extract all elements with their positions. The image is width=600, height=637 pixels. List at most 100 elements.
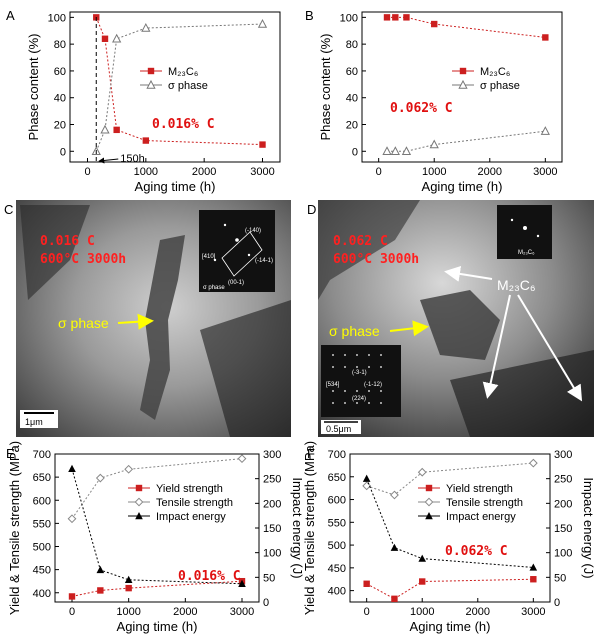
data-point [390, 543, 399, 551]
sigma-phase-particle [420, 290, 500, 360]
y-axis-label: Yield & Tensile strength (MPa) [7, 441, 22, 615]
y-axis-label: Yield & Tensile strength (MPa) [302, 441, 317, 615]
panel-d: D M₂₃C₆ (-3-1) [534] (-1-12) (224) 0.062… [307, 200, 594, 437]
y2-tick-label: 200 [263, 498, 281, 510]
x-axis-label: Aging time (h) [410, 619, 491, 634]
y2-tick-label: 300 [554, 449, 572, 461]
data-point [418, 554, 427, 562]
y-tick-label: 600 [33, 495, 51, 507]
x-tick-label: 0 [364, 606, 370, 618]
x-tick-label: 2000 [466, 606, 490, 618]
diffraction-spot [223, 223, 227, 227]
data-point [529, 563, 538, 571]
data-point [68, 593, 76, 600]
data-point [390, 146, 400, 155]
data-point [141, 23, 151, 32]
data-point [540, 126, 550, 135]
data-point [124, 575, 133, 583]
carbide-arrow [482, 294, 511, 399]
sample-label-line1: 0.062 C [333, 234, 388, 249]
x-tick-label: 1000 [422, 166, 446, 178]
diffraction-caption: σ phase [203, 285, 225, 291]
data-point [259, 141, 266, 148]
scale-bar-box [321, 420, 361, 434]
data-point [68, 464, 76, 472]
time-annotation: 150h [120, 153, 144, 165]
carbide-arrow [444, 265, 493, 282]
data-point [95, 473, 105, 483]
legend-entry: M₂₃C₆ [480, 66, 510, 78]
y-tick-label: 500 [328, 540, 346, 552]
diffraction-label: [410] [202, 254, 216, 260]
data-point [363, 580, 370, 587]
panel-letter-c: C [4, 202, 13, 217]
dark-region [200, 300, 291, 437]
diffraction-label: (-1-12) [364, 382, 382, 388]
carbon-content-annotation: 0.016% C [152, 117, 215, 132]
scale-bar-label: 1μm [25, 417, 43, 427]
series-line [71, 458, 243, 520]
diffraction-pattern [332, 354, 382, 404]
data-point [147, 67, 155, 75]
series-line [366, 462, 534, 496]
x-axis-label: Aging time (h) [135, 179, 216, 194]
y-tick-label: 60 [54, 66, 66, 78]
series-line [366, 478, 534, 568]
y2-tick-label: 50 [554, 572, 566, 584]
y2-tick-label: 200 [554, 498, 572, 510]
panel-c: C (-140) [410] (-14-1) (00-1) σ phase 0.… [4, 200, 291, 437]
series-line [95, 17, 263, 146]
sample-label-line2: 600°C 3000h [333, 252, 419, 267]
data-point [362, 474, 371, 482]
series-line [95, 23, 263, 152]
data-point [238, 579, 246, 587]
carbon-content-annotation: 0.016% C [178, 569, 241, 584]
diffraction-label: [534] [326, 382, 340, 388]
x-tick-label: 1000 [410, 606, 434, 618]
data-point [528, 458, 538, 468]
chart-f: F 0 1000 2000 3000 400 450 500 550 600 650 700 0 50 10… [302, 441, 596, 634]
diffraction-spot [247, 253, 251, 257]
y-tick-label: 40 [54, 93, 66, 105]
y-tick-label: 100 [340, 12, 358, 24]
data-point [134, 497, 144, 507]
data-point [403, 14, 410, 21]
diffraction-label: (00-1) [228, 280, 244, 286]
data-point [429, 139, 439, 149]
data-point [401, 146, 412, 155]
diffraction-index-box [221, 231, 263, 277]
data-point [425, 484, 433, 492]
y-tick-label: 400 [328, 586, 346, 598]
chart-b: B 0 1000 2000 3000 0 20 40 60 80 100 Aging time (h)… [305, 8, 563, 194]
series-line [71, 468, 243, 585]
plot-frame [349, 453, 551, 603]
diffraction-caption: M₂₃C₆ [518, 250, 535, 256]
legend-entry: Yield strength [446, 483, 513, 495]
legend-entry: σ phase [480, 80, 520, 92]
data-point [146, 79, 156, 89]
y-tick-label: 80 [54, 39, 66, 51]
y2-tick-label: 250 [554, 474, 572, 486]
data-point [100, 124, 110, 134]
x-axis-label: Aging time (h) [422, 179, 503, 194]
y-tick-label: 600 [328, 495, 346, 507]
y-tick-label: 20 [346, 120, 358, 132]
diffraction-spot [235, 238, 239, 242]
x-tick-label: 2000 [192, 166, 216, 178]
y-tick-label: 60 [346, 66, 358, 78]
legend-entry: σ phase [168, 80, 208, 92]
data-point [392, 14, 399, 21]
diffraction-inset-d-top [497, 205, 552, 259]
diffraction-spot [536, 234, 540, 238]
data-point [135, 484, 143, 492]
y-tick-label: 700 [328, 449, 346, 461]
y-tick-label: 450 [328, 563, 346, 575]
y2-tick-label: 150 [554, 523, 572, 535]
x-axis-label: Aging time (h) [117, 619, 198, 634]
y-tick-label: 0 [352, 146, 358, 158]
data-point [391, 595, 398, 603]
legend-entry: Impact energy [156, 511, 226, 523]
y-tick-label: 20 [54, 120, 66, 132]
legend-entry: Impact energy [446, 511, 516, 523]
x-tick-label: 3000 [230, 606, 254, 618]
